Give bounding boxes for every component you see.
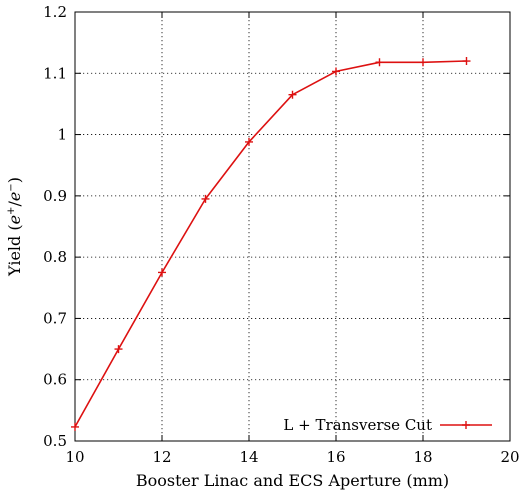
data-point	[332, 67, 340, 76]
y-tick-label: 0.9	[43, 187, 67, 205]
data-point	[419, 58, 427, 67]
y-tick-label: 1.2	[43, 3, 67, 21]
series-line	[74, 60, 467, 428]
x-axis-label: Booster Linac and ECS Aperture (mm)	[136, 471, 449, 490]
plot-frame	[74, 11, 511, 442]
y-axis-label-close: )	[5, 177, 24, 183]
tick-labels: 10 12 14 16 18 20 0.5 0.6 0.7 0.8 0.9 1 1.1 1.2	[43, 3, 519, 466]
x-tick-label: 12	[152, 448, 171, 466]
y-tick-label: 0.5	[43, 432, 67, 450]
y-axis-label-main: Yield (	[5, 224, 24, 277]
y-axis-label-den: e	[5, 192, 24, 201]
y-axis-label-num: e	[5, 215, 24, 224]
data-point	[158, 268, 166, 277]
x-tick-label: 14	[239, 448, 258, 466]
legend-label: L + Transverse Cut	[283, 416, 432, 434]
series-layer	[71, 57, 471, 431]
data-point	[375, 58, 384, 67]
x-tick-label: 20	[500, 448, 519, 466]
legend-marker-plus	[462, 421, 470, 429]
y-axis-label-den-sup: −	[6, 183, 17, 191]
legend-marker	[462, 421, 470, 429]
data-point	[201, 194, 210, 203]
x-tick-label: 10	[65, 448, 84, 466]
data-point	[462, 57, 471, 66]
y-tick-label: 0.8	[43, 248, 67, 266]
y-axis-label-num-sup: +	[6, 207, 17, 215]
data-point	[71, 422, 79, 431]
grid	[75, 12, 510, 441]
data-point	[245, 137, 253, 146]
y-tick-label: 0.6	[43, 371, 67, 389]
y-axis-label-slash: /	[5, 201, 24, 207]
y-tick-label: 0.7	[43, 309, 67, 327]
legend: L + Transverse Cut	[283, 416, 492, 434]
y-axis-label: Yield (e+/e−)	[5, 177, 24, 277]
data-point	[288, 90, 297, 99]
x-tick-label: 16	[326, 448, 345, 466]
data-point	[114, 345, 123, 354]
y-tick-label: 1	[57, 126, 67, 144]
ticks	[74, 11, 511, 442]
x-tick-label: 18	[413, 448, 432, 466]
y-tick-label: 1.1	[43, 64, 67, 82]
